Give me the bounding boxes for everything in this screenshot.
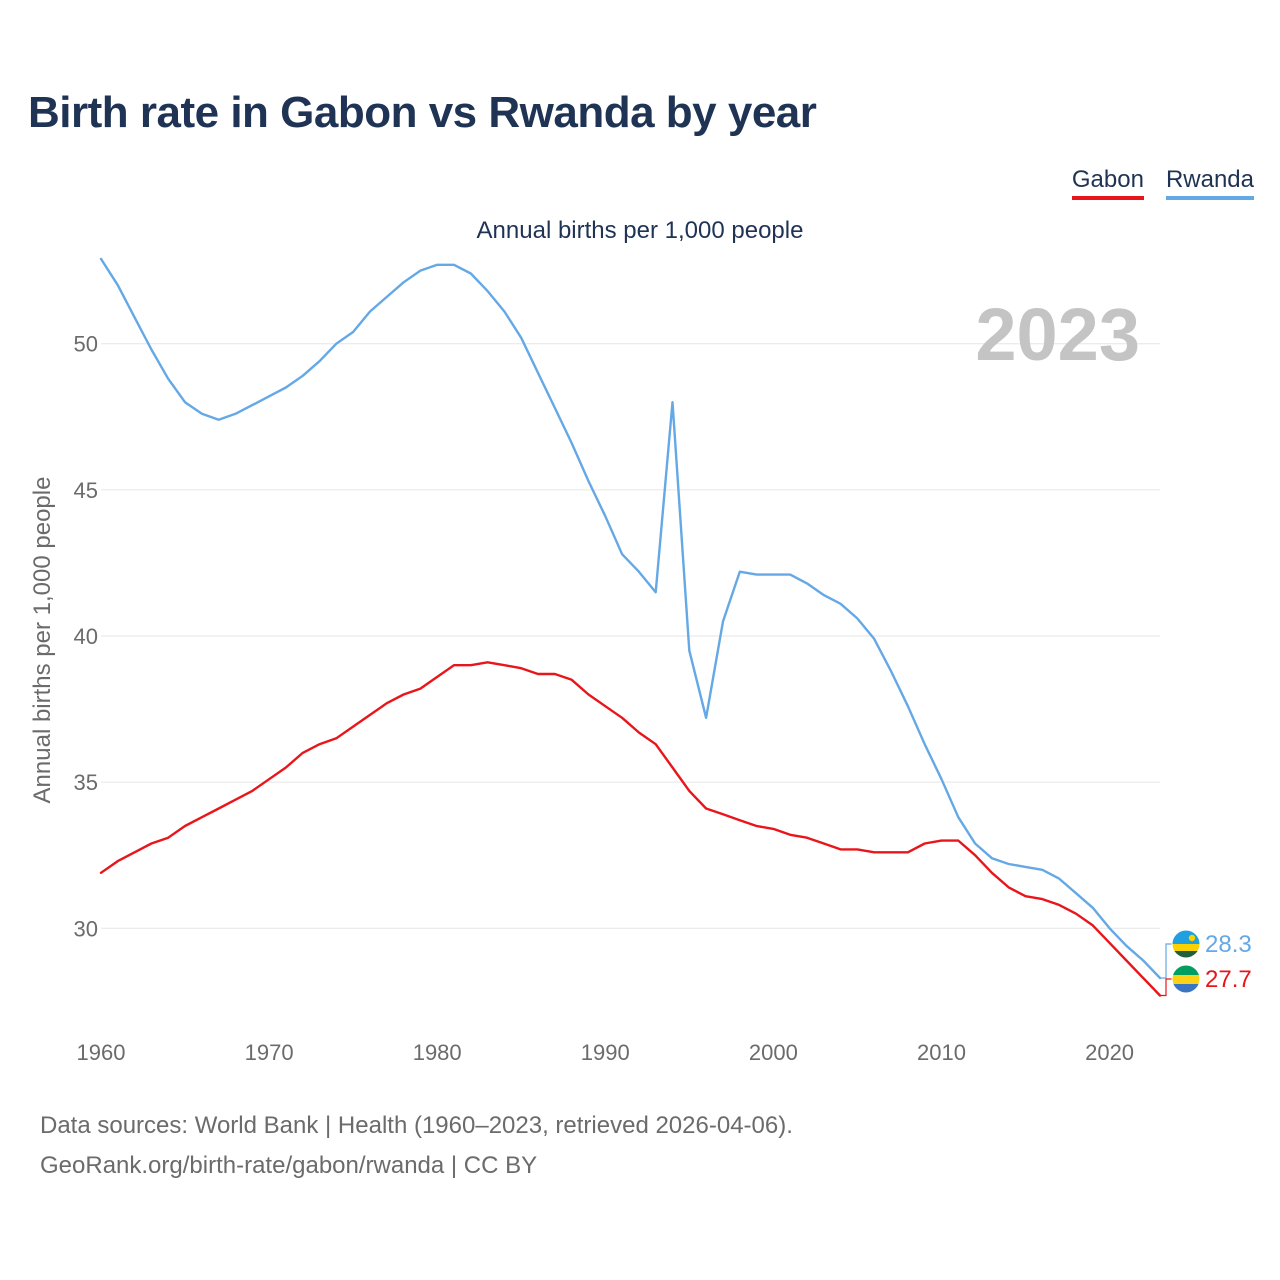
y-tick-label-35: 35 [74, 770, 98, 795]
y-tick-label-30: 30 [74, 916, 98, 941]
x-tick-label-2020: 2020 [1085, 1040, 1134, 1065]
y-axis-label: Annual births per 1,000 people [29, 477, 56, 804]
chart-subtitle: Annual births per 1,000 people [476, 217, 804, 244]
legend: Gabon Rwanda [1071, 166, 1254, 200]
end-markers: 28.3 27.7 [1160, 929, 1252, 997]
x-tick-label-1970: 1970 [245, 1040, 294, 1065]
end-value-label-gabon: 27.7 [1205, 966, 1252, 993]
y-axis-ticks: 30 35 40 45 50 [74, 332, 98, 942]
leader-line-gabon [1160, 978, 1172, 997]
x-tick-label-1960: 1960 [77, 1040, 126, 1065]
x-tick-label-2000: 2000 [749, 1040, 798, 1065]
gabon-flag-icon [1171, 964, 1201, 994]
end-value-label-rwanda: 28.3 [1205, 931, 1252, 958]
y-tick-label-40: 40 [74, 624, 98, 649]
series-line-gabon[interactable] [99, 661, 1162, 997]
y-tick-label-50: 50 [74, 332, 98, 357]
sources-line-1: Data sources: World Bank | Health (1960–… [40, 1112, 793, 1139]
leader-line-rwanda [1160, 943, 1172, 979]
series-lines [99, 257, 1162, 997]
x-axis-ticks: 1960 1970 1980 1990 2000 2010 2020 [77, 1040, 1135, 1065]
rwanda-flag-icon [1171, 929, 1201, 959]
x-tick-label-1990: 1990 [581, 1040, 630, 1065]
chart-title: Birth rate in Gabon vs Rwanda by year [28, 88, 817, 137]
series-line-rwanda[interactable] [99, 257, 1162, 980]
x-tick-label-1980: 1980 [413, 1040, 462, 1065]
sources-line-2[interactable]: GeoRank.org/birth-rate/gabon/rwanda | CC… [40, 1152, 538, 1179]
data-sources: Data sources: World Bank | Health (1960–… [40, 1106, 793, 1186]
legend-item-rwanda[interactable]: Rwanda [1165, 166, 1254, 200]
x-tick-label-2010: 2010 [917, 1040, 966, 1065]
year-watermark: 2023 [975, 293, 1140, 376]
gridlines [101, 343, 1160, 929]
legend-item-gabon[interactable]: Gabon [1071, 166, 1144, 200]
y-tick-label-45: 45 [74, 478, 98, 503]
